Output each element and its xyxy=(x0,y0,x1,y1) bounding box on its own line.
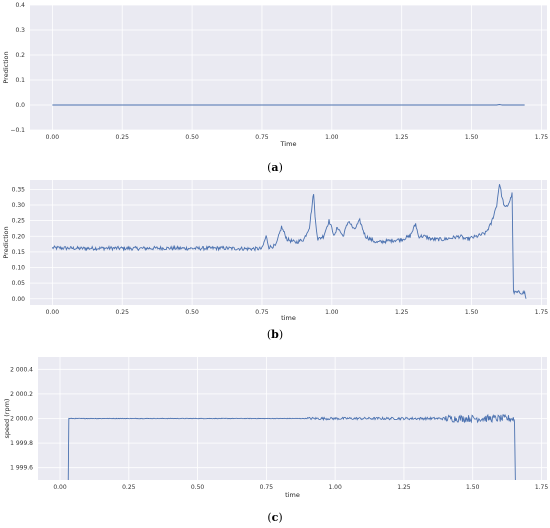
panel-caption: (c) xyxy=(267,511,282,524)
x-tick-label: 1.50 xyxy=(465,134,479,141)
y-tick-label: 0.10 xyxy=(12,265,26,272)
x-tick-label: 0.75 xyxy=(255,309,269,316)
x-tick-label: 1.00 xyxy=(325,309,339,316)
y-tick-label: 0.25 xyxy=(12,218,26,225)
plot-area xyxy=(30,5,547,130)
y-axis-label: speed (rpm) xyxy=(3,399,11,439)
series-line xyxy=(52,104,525,106)
x-tick-label: 0.50 xyxy=(185,309,199,316)
x-tick-label: 1.75 xyxy=(535,484,549,491)
x-tick-label: 0.00 xyxy=(46,134,60,141)
x-tick-label: 1.00 xyxy=(328,484,342,491)
y-tick-label: 2 000.2 xyxy=(10,391,33,398)
x-axis-label: Time xyxy=(280,140,297,148)
y-tick-label: 0.20 xyxy=(12,233,26,240)
y-tick-label: 0.05 xyxy=(12,280,26,287)
y-axis-label: Prediction xyxy=(2,51,10,83)
x-tick-label: 1.50 xyxy=(466,484,480,491)
y-tick-label: 0.0 xyxy=(15,102,25,109)
x-tick-label: 0.25 xyxy=(116,134,130,141)
x-tick-label: 0.00 xyxy=(53,484,67,491)
x-axis-label: time xyxy=(285,491,300,499)
y-tick-label: 1 999.8 xyxy=(10,440,33,447)
y-axis-label: Prediction xyxy=(2,226,10,258)
y-tick-label: 0.4 xyxy=(15,2,25,9)
y-tick-label: 0.35 xyxy=(12,186,26,193)
panel-caption: (a) xyxy=(267,161,283,174)
x-tick-label: 0.25 xyxy=(122,484,136,491)
plot-area xyxy=(30,180,547,305)
x-tick-label: 1.50 xyxy=(465,309,479,316)
x-tick-label: 1.75 xyxy=(535,309,549,316)
y-tick-label: 0.2 xyxy=(15,52,25,59)
x-tick-label: 1.75 xyxy=(535,134,549,141)
y-tick-label: 0.00 xyxy=(12,296,26,303)
x-tick-label: 0.75 xyxy=(260,484,274,491)
x-tick-label: 0.00 xyxy=(46,309,60,316)
y-tick-label: 0.15 xyxy=(12,249,26,256)
y-tick-label: 0.3 xyxy=(15,27,25,34)
y-tick-label: 0.30 xyxy=(12,202,26,209)
y-tick-label: −0.1 xyxy=(10,127,25,134)
x-tick-label: 1.25 xyxy=(397,484,411,491)
x-tick-label: 1.25 xyxy=(395,309,409,316)
y-tick-label: 1 999.6 xyxy=(10,465,33,472)
x-tick-label: 0.75 xyxy=(255,134,269,141)
x-tick-label: 0.25 xyxy=(116,309,130,316)
y-tick-label: 2 000.0 xyxy=(10,416,33,423)
x-tick-label: 0.50 xyxy=(185,134,199,141)
x-tick-label: 1.25 xyxy=(395,134,409,141)
x-tick-label: 0.50 xyxy=(191,484,205,491)
series-line xyxy=(67,413,516,480)
series-line xyxy=(51,184,527,299)
y-tick-label: 2 000.4 xyxy=(10,366,33,373)
x-tick-label: 1.00 xyxy=(325,134,339,141)
chart-panel-a: 0.00 0.25 0.50 0.75 1.00 1.25 1.50 1.75 −0.1 0.0 0… xyxy=(2,2,548,174)
chart-panel-b: 0.00 0.25 0.50 0.75 1.00 1.25 1.50 1.75 0.00 0.05… xyxy=(2,180,548,341)
chart-panel-c: 0.00 0.25 0.50 0.75 1.00 1.25 1.50 1.75 1 999.6 1… xyxy=(3,357,548,524)
panel-caption: (b) xyxy=(267,328,283,341)
y-tick-label: 0.1 xyxy=(15,77,25,84)
x-axis-label: time xyxy=(281,314,296,322)
